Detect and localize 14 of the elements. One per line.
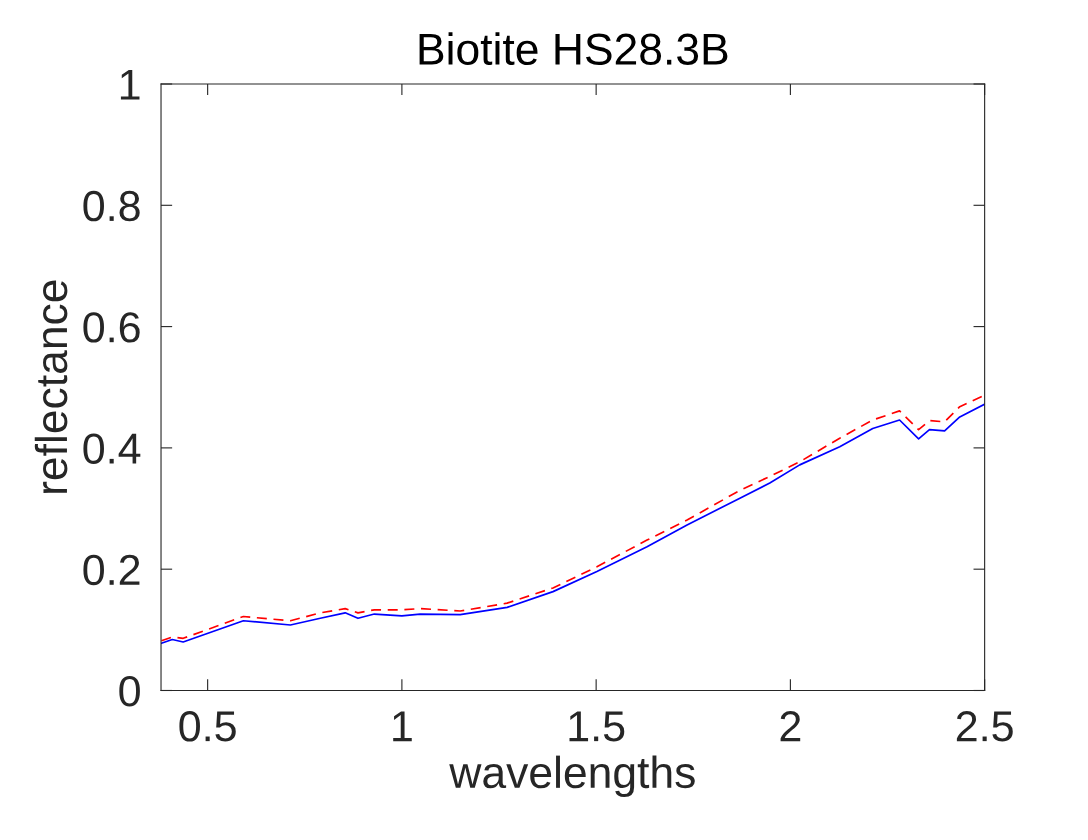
y-tick-label: 0: [119, 676, 140, 707]
x-tick-label: 1: [393, 711, 412, 742]
y-tick-label: 0.8: [83, 190, 140, 222]
x-tick-label: 0.5: [179, 711, 236, 742]
x-tick-label: 1.5: [569, 711, 625, 742]
y-tick-label: 0.4: [83, 433, 141, 464]
y-tick-label: 1: [120, 69, 140, 100]
y-tick-label: 0.2: [83, 554, 140, 586]
chart-title: Biotite HS28.3B: [419, 32, 728, 65]
y-axis-title: reflectance: [34, 280, 68, 493]
x-axis-title: wavelengths: [449, 755, 695, 798]
y-tick-label: 0.6: [83, 312, 140, 343]
x-tick-label: 2: [780, 711, 801, 742]
x-tick-label: 2.5: [956, 711, 1013, 742]
